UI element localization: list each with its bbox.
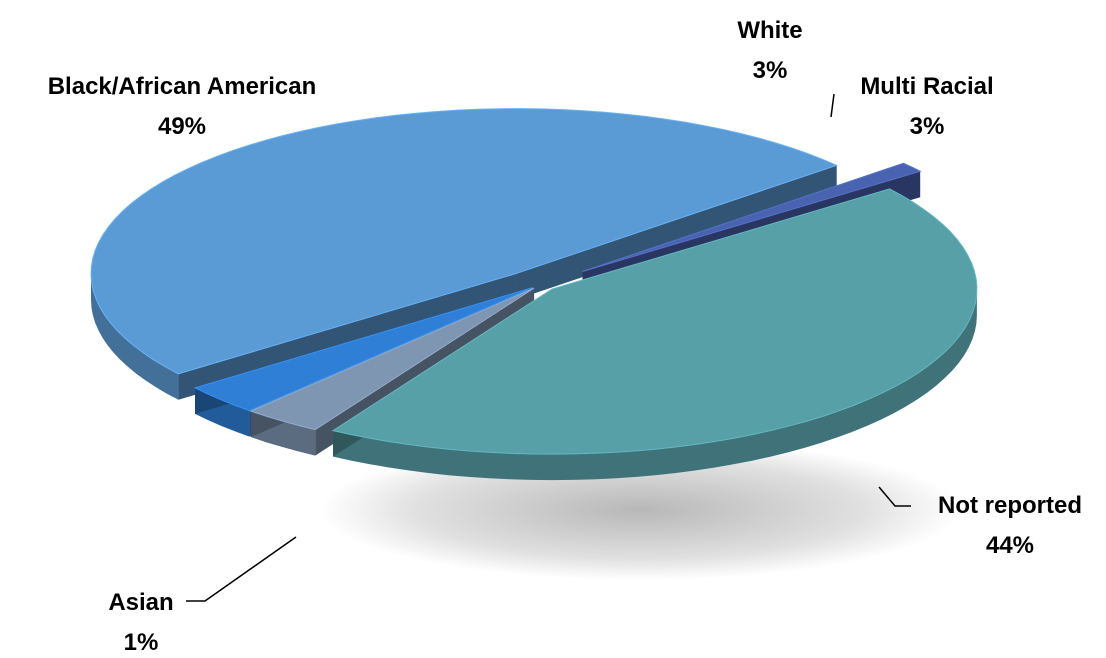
slice-white [193, 287, 533, 412]
leader-line-asian [186, 536, 297, 602]
slice-wall-black-african-american-0 [515, 165, 837, 300]
label-multi-racial-percent: 3% [910, 113, 945, 140]
label-not-reported-percent: 44% [986, 532, 1034, 559]
leader-line-not-reported [878, 486, 911, 507]
label-black-african-american-name: Black/African American [48, 73, 317, 100]
label-white-name: White [737, 17, 802, 44]
slice-side-black-african-american [91, 273, 179, 400]
label-black-african-american-percent: 49% [158, 113, 206, 140]
slice-side-not-reported [333, 289, 977, 481]
slice-asian [582, 162, 922, 272]
label-not-reported-name: Not reported [938, 492, 1082, 519]
label-asian-percent: 1% [124, 629, 159, 653]
label-multi-racial-name: Multi Racial [860, 73, 993, 100]
slice-tops [90, 108, 978, 455]
label-asian-name: Asian [108, 589, 173, 616]
slice-multi-racial [249, 287, 535, 431]
slice-not-reported [331, 188, 978, 455]
leader-line-multi-racial [830, 93, 835, 118]
label-white-percent: 3% [753, 57, 788, 84]
slice-black-african-american [90, 108, 839, 375]
